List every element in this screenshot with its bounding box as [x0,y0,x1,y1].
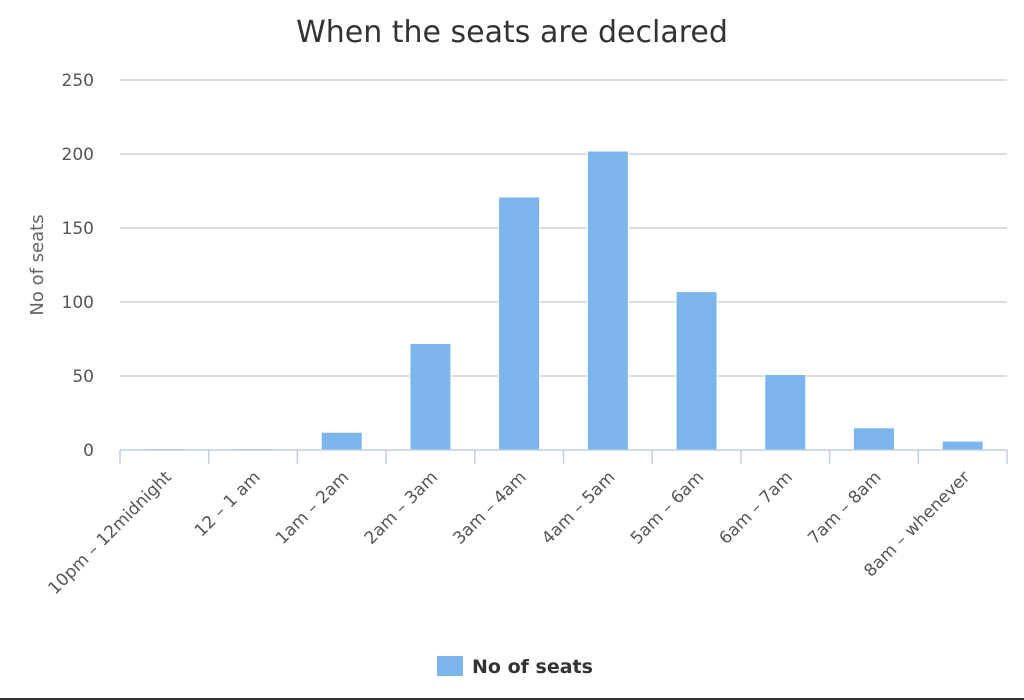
y-tick-label: 0 [83,441,94,461]
bar[interactable] [941,440,984,451]
x-tick-label: 4am – 5am [538,467,619,548]
y-axis-label: No of seats [27,214,48,315]
bar[interactable] [852,427,895,451]
y-tick-label: 250 [62,71,94,91]
y-tick-label: 200 [62,145,94,165]
bar[interactable] [498,196,541,451]
bottom-border [0,698,1024,700]
x-tick-label: 6am – 7am [716,467,797,548]
y-axis: 0 50 100 150 200 250 [62,71,94,461]
bar[interactable] [675,291,718,451]
bar[interactable] [586,150,629,451]
legend-swatch[interactable] [437,656,463,676]
chart-title: When the seats are declared [296,15,728,50]
y-tick-label: 150 [62,219,94,239]
gridlines [120,79,1007,377]
x-tick-label: 12 – 1 am [191,467,265,541]
x-tick-label: 1am – 2am [272,467,353,548]
x-tick-label: 2am – 3am [361,467,442,548]
x-axis: 10pm – 12midnight 12 – 1 am 1am – 2am 2am –… [45,449,1008,599]
y-tick-label: 50 [72,367,94,387]
x-tick-label: 5am – 6am [627,467,708,548]
bars [143,150,984,451]
legend[interactable]: No of seats [437,656,593,678]
x-tick-label: 10pm – 12midnight [45,467,177,599]
x-tick-label: 3am – 4am [449,467,530,548]
bar[interactable] [409,342,452,451]
bar[interactable] [764,374,807,451]
x-tick-label: 7am – 8am [804,467,885,548]
bar[interactable] [320,431,363,451]
legend-label-no-of-seats[interactable]: No of seats [472,656,593,678]
y-tick-label: 100 [62,293,94,313]
